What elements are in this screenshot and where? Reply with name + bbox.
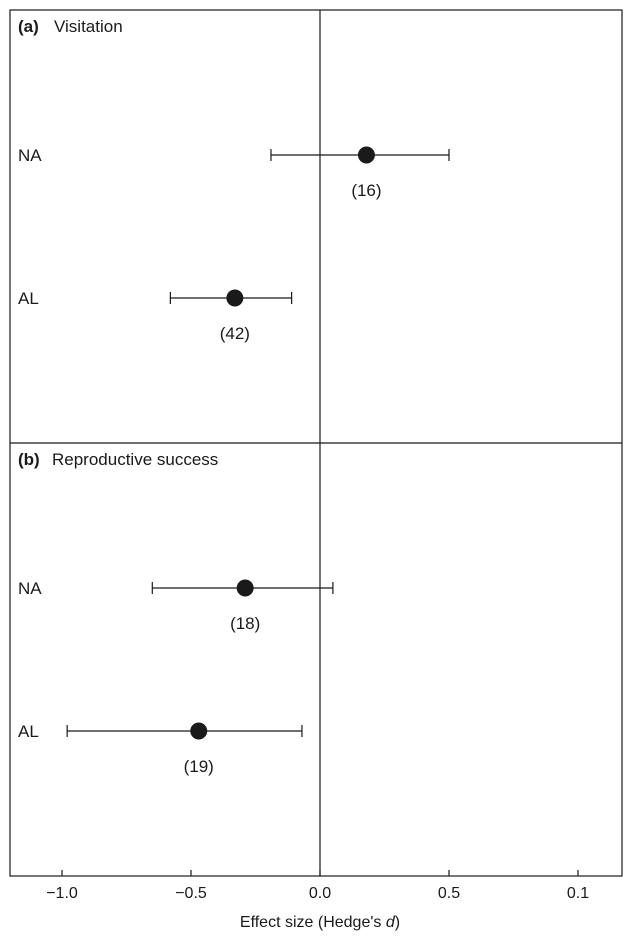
row-na: NA (18) (18, 579, 334, 633)
panel-title: Reproductive success (52, 450, 218, 469)
estimate-point (190, 722, 208, 740)
row-al: AL (42) (18, 289, 293, 343)
panel-b: (b) Reproductive success NA (18) AL (19) (18, 450, 334, 776)
x-tick-label: −0.5 (175, 885, 207, 902)
panel-title: Visitation (54, 17, 123, 36)
panel-letter: (b) (18, 450, 40, 469)
estimate-point (226, 289, 244, 307)
plot-frame (9, 9, 623, 877)
category-label: AL (18, 722, 39, 741)
x-axis: −1.0 −0.5 0.0 0.5 0.1 Effect size (Hedge's d) (46, 870, 589, 931)
sample-size-label: (19) (184, 757, 214, 776)
sample-size-label: (42) (220, 324, 250, 343)
panels: (a) Visitation NA (16) AL (42) (b) Reproductive… (18, 17, 450, 776)
category-label: NA (18, 146, 42, 165)
x-tick-label: 0.1 (567, 885, 589, 902)
category-label: AL (18, 289, 39, 308)
row-al: AL (19) (18, 722, 303, 776)
panel-a: (a) Visitation NA (16) AL (42) (18, 17, 450, 343)
estimate-point (236, 579, 254, 597)
category-label: NA (18, 579, 42, 598)
sample-size-label: (18) (230, 614, 260, 633)
row-na: NA (16) (18, 146, 450, 200)
estimate-point (357, 146, 375, 164)
x-tick-label: 0.0 (309, 885, 331, 902)
sample-size-label: (16) (351, 181, 381, 200)
x-axis-label: Effect size (Hedge's d) (240, 914, 400, 931)
x-tick-label: 0.5 (438, 885, 460, 902)
panel-letter: (a) (18, 17, 39, 36)
x-tick-label: −1.0 (46, 885, 78, 902)
